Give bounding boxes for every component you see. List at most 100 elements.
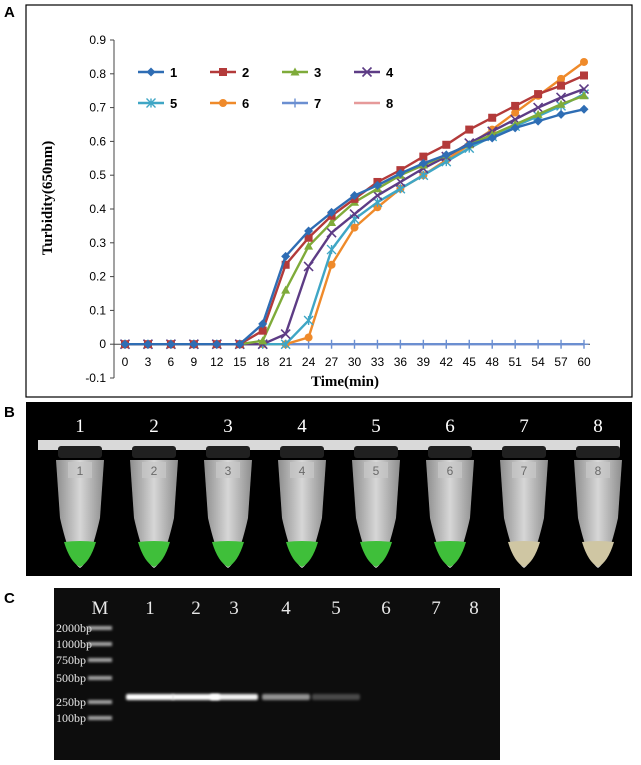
tube-cap-label: 3 bbox=[225, 464, 232, 478]
tube-cap bbox=[576, 446, 620, 458]
tube-number-label: 5 bbox=[371, 416, 381, 437]
data-point bbox=[442, 140, 451, 149]
tube-number-label: 6 bbox=[445, 416, 455, 437]
y-tick-label: 0.1 bbox=[89, 303, 106, 317]
tube-lid bbox=[438, 462, 462, 478]
legend-label: 2 bbox=[242, 65, 249, 80]
ladder-band bbox=[88, 658, 112, 662]
data-point bbox=[418, 339, 428, 349]
tube-strip-hinge bbox=[38, 440, 620, 450]
gel-band-lane-3 bbox=[210, 694, 258, 700]
tube-2: 22 bbox=[130, 416, 178, 568]
data-point bbox=[419, 152, 428, 161]
x-tick-label: 48 bbox=[486, 355, 500, 369]
tube-lid bbox=[364, 462, 388, 478]
data-point bbox=[303, 315, 314, 326]
ladder-size-label: 750bp bbox=[56, 653, 86, 667]
legend-item-1: 1 bbox=[138, 65, 177, 80]
data-point bbox=[487, 133, 497, 143]
gel-band-lane-2 bbox=[172, 694, 220, 700]
data-point bbox=[580, 57, 588, 66]
data-point bbox=[327, 260, 336, 269]
data-point bbox=[533, 109, 543, 118]
lane-label-4: 4 bbox=[281, 598, 291, 619]
data-point bbox=[303, 261, 314, 272]
data-point bbox=[120, 339, 130, 349]
tube-body bbox=[426, 460, 474, 568]
tube-4: 44 bbox=[278, 416, 326, 568]
data-point bbox=[556, 109, 566, 119]
data-point bbox=[304, 233, 313, 242]
lane-label-1: 1 bbox=[145, 598, 155, 619]
legend-item-5: 5 bbox=[138, 96, 177, 111]
tube-liquid bbox=[508, 541, 540, 567]
data-point bbox=[219, 68, 227, 76]
x-tick-label: 60 bbox=[577, 355, 591, 369]
y-tick-label: 0.7 bbox=[89, 101, 106, 115]
data-point bbox=[578, 83, 590, 95]
data-point bbox=[464, 140, 474, 150]
y-tick-label: 0 bbox=[99, 337, 106, 351]
lane-label-5: 5 bbox=[331, 598, 341, 619]
tube-cap bbox=[428, 446, 472, 458]
data-point bbox=[349, 209, 360, 220]
series-1 bbox=[120, 104, 589, 349]
data-point bbox=[281, 260, 290, 269]
y-tick-label: 0.6 bbox=[89, 134, 106, 148]
tube-1: 11 bbox=[56, 416, 104, 568]
gel-band-lane-4 bbox=[262, 694, 310, 700]
data-point bbox=[557, 81, 566, 90]
tube-liquid bbox=[286, 541, 318, 567]
tube-cap bbox=[58, 446, 102, 458]
data-point bbox=[465, 125, 474, 134]
panel-label-b: B bbox=[4, 404, 15, 421]
data-point bbox=[326, 244, 337, 255]
x-tick-label: 18 bbox=[256, 355, 270, 369]
legend-item-4: 4 bbox=[354, 65, 394, 80]
x-tick-label: 3 bbox=[145, 355, 152, 369]
data-point bbox=[290, 67, 300, 76]
x-tick-label: 6 bbox=[168, 355, 175, 369]
tube-liquid bbox=[212, 541, 244, 567]
tube-number-label: 7 bbox=[519, 416, 529, 437]
tube-cap-label: 4 bbox=[299, 464, 306, 478]
data-point bbox=[361, 66, 373, 78]
data-point bbox=[555, 92, 567, 103]
x-tick-label: 57 bbox=[554, 355, 568, 369]
x-tick-label: 12 bbox=[210, 355, 224, 369]
tube-cap-label: 7 bbox=[521, 464, 528, 478]
tube-lid bbox=[68, 462, 92, 478]
data-point bbox=[327, 339, 337, 349]
data-point bbox=[258, 319, 268, 329]
tube-cap-label: 5 bbox=[373, 464, 380, 478]
ladder-band bbox=[88, 716, 112, 720]
tube-cap bbox=[206, 446, 250, 458]
x-tick-label: 15 bbox=[233, 355, 247, 369]
data-point bbox=[511, 108, 520, 117]
data-point bbox=[304, 226, 314, 236]
data-point bbox=[212, 339, 222, 349]
y-tick-label: 0.5 bbox=[89, 168, 106, 182]
data-point bbox=[579, 339, 589, 349]
tube-body bbox=[130, 460, 178, 568]
tube-number-label: 1 bbox=[75, 416, 85, 437]
legend-item-3: 3 bbox=[282, 65, 321, 80]
x-tick-label: 30 bbox=[348, 355, 362, 369]
x-tick-label: 0 bbox=[122, 355, 129, 369]
tube-number-label: 4 bbox=[297, 416, 307, 437]
data-point bbox=[258, 326, 267, 335]
data-point bbox=[280, 339, 291, 350]
tube-body bbox=[56, 460, 104, 568]
ladder-size-label: 100bp bbox=[56, 711, 86, 725]
y-tick-label: 0.8 bbox=[89, 67, 106, 81]
data-point bbox=[510, 123, 520, 133]
x-tick-label: 39 bbox=[417, 355, 431, 369]
tube-liquid bbox=[360, 541, 392, 567]
data-point bbox=[557, 74, 566, 83]
data-point bbox=[372, 339, 382, 349]
x-tick-label: 33 bbox=[371, 355, 385, 369]
tube-body bbox=[574, 460, 622, 568]
data-point bbox=[304, 333, 313, 342]
